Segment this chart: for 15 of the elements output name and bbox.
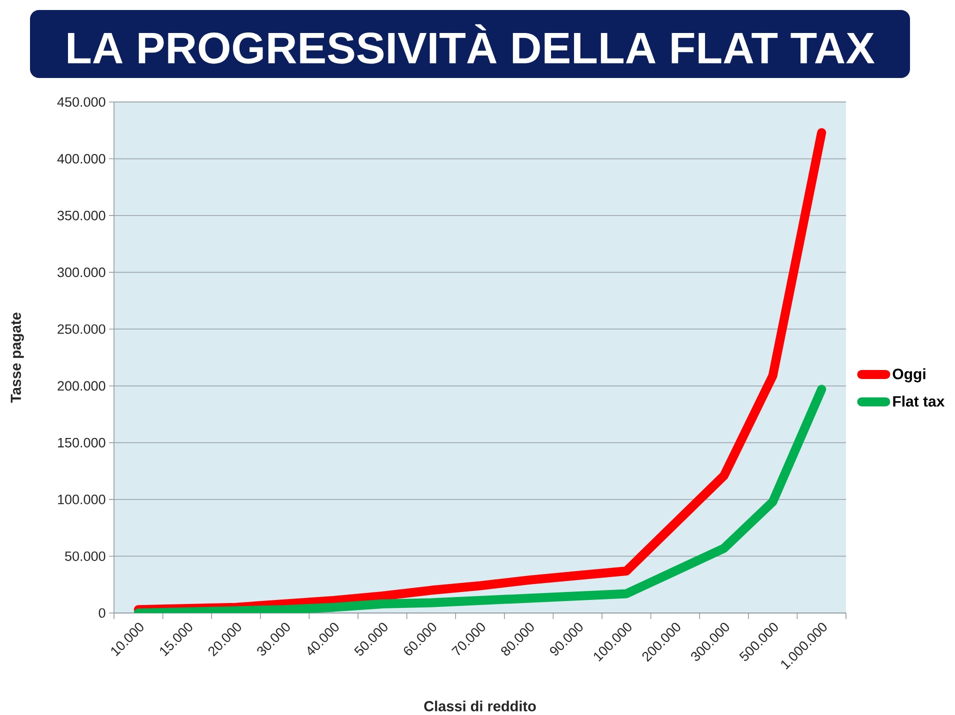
y-tick-label: 100.000 xyxy=(58,494,106,504)
y-tick-label: 50.000 xyxy=(65,551,106,561)
y-tick-label: 300.000 xyxy=(58,268,106,278)
y-tick-label: 0 xyxy=(98,608,106,618)
y-tick-label: 200.000 xyxy=(58,381,106,391)
y-axis-title: Tasse pagate xyxy=(10,312,24,403)
chart-title: LA PROGRESSIVITÀ DELLA FLAT TAX xyxy=(68,24,875,64)
y-tick-label: 250.000 xyxy=(58,324,106,334)
x-axis-title: Classi di reddito xyxy=(424,700,536,712)
y-tick-label: 450.000 xyxy=(57,97,106,107)
y-tick-label: 400.000 xyxy=(57,154,106,164)
y-tick-label: 350.000 xyxy=(58,210,106,220)
y-tick-label: 150.000 xyxy=(58,438,106,448)
legend-label: Flat tax xyxy=(893,396,945,407)
legend-label: Oggi xyxy=(892,368,926,382)
